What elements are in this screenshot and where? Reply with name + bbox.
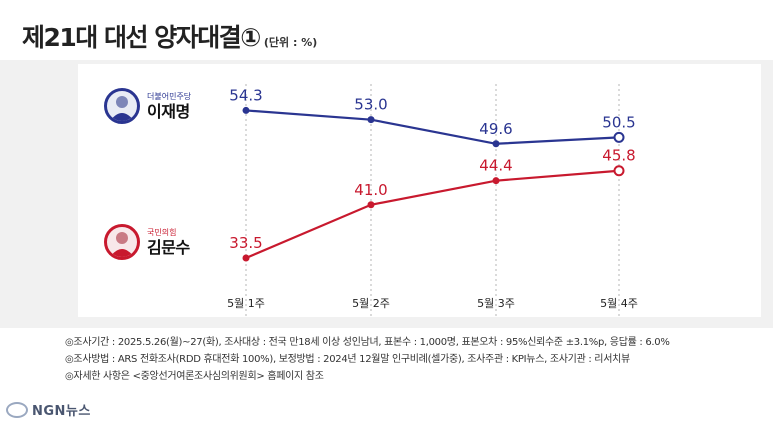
series-line-2 — [245, 169, 620, 259]
candidate-lee-avatar — [104, 88, 140, 124]
data-point — [367, 116, 375, 124]
data-point — [367, 201, 375, 209]
data-label: 49.6 — [479, 120, 512, 138]
note-line: ◎조사기간 : 2025.5.26(월)~27(화), 조사대상 : 전국 만1… — [65, 337, 670, 348]
candidate-lee-party: 더불어민주당 — [147, 91, 192, 101]
x-tick-label: 5월 2주 — [352, 297, 390, 310]
data-label: 41.0 — [354, 181, 387, 199]
note-line: ◎자세한 사항은 <중앙선거여론조사심의위원회> 홈페이지 참조 — [65, 371, 324, 382]
note-line: ◎조사방법 : ARS 전화조사(RDD 휴대전화 100%), 보정방법 : … — [65, 354, 630, 365]
data-label: 44.4 — [479, 157, 512, 175]
unit-label: (단위 : %) — [263, 36, 318, 49]
title-area: 제21대 대선 양자대결① (단위 : %) — [22, 18, 317, 54]
candidate-kim: 국민의힘 김문수 — [104, 224, 190, 260]
data-label: 45.8 — [602, 147, 635, 165]
logo-text: NGN뉴스 — [32, 404, 91, 419]
person-icon — [110, 232, 134, 257]
candidate-kim-avatar — [104, 224, 140, 260]
data-label: 54.3 — [229, 86, 262, 104]
candidate-kim-party: 국민의힘 — [147, 227, 177, 237]
data-point — [492, 140, 500, 148]
data-point — [242, 254, 250, 262]
data-point — [613, 165, 625, 177]
footer: ◎조사기간 : 2025.5.26(월)~27(화), 조사대상 : 전국 만1… — [0, 328, 773, 423]
data-point — [613, 131, 625, 143]
data-label: 33.5 — [229, 234, 262, 252]
survey-notes: ◎조사기간 : 2025.5.26(월)~27(화), 조사대상 : 전국 만1… — [65, 334, 670, 385]
chart-title: 제21대 대선 양자대결① — [22, 23, 261, 52]
x-tick-label: 5월 4주 — [600, 297, 638, 310]
candidate-lee-name: 이재명 — [147, 101, 190, 121]
series-line-1 — [245, 109, 620, 145]
globe-icon — [6, 401, 28, 418]
person-icon — [110, 96, 134, 121]
candidate-lee: 더불어민주당 이재명 — [104, 88, 191, 124]
candidate-kim-name: 김문수 — [147, 237, 190, 257]
ngn-logo: NGN뉴스 — [6, 400, 91, 419]
plot-area — [78, 64, 761, 317]
x-tick-label: 5월 1주 — [227, 297, 265, 310]
x-tick-label: 5월 3주 — [477, 297, 515, 310]
data-point — [242, 106, 250, 114]
data-label: 50.5 — [602, 113, 635, 131]
data-point — [492, 177, 500, 185]
data-label: 53.0 — [354, 96, 387, 114]
